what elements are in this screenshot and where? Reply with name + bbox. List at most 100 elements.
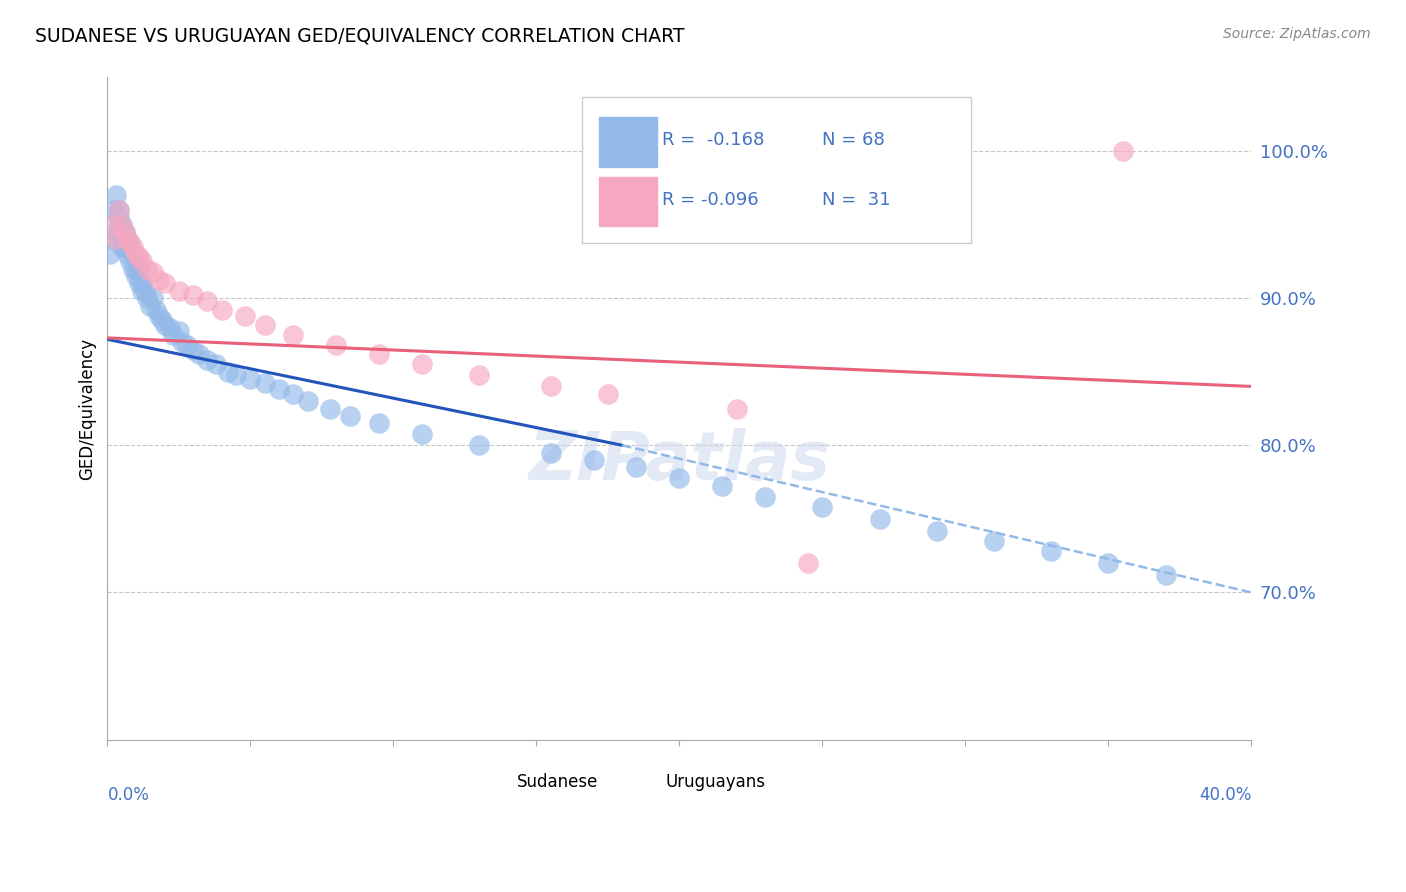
Point — [111, 218, 134, 232]
Y-axis label: GED/Equivalency: GED/Equivalency — [79, 337, 96, 480]
Point — [117, 232, 139, 246]
Point — [253, 376, 276, 391]
Point — [582, 453, 605, 467]
Point — [104, 232, 127, 246]
Point — [626, 460, 648, 475]
Point — [125, 261, 148, 276]
Point — [297, 394, 319, 409]
Point — [104, 188, 127, 202]
Point — [205, 357, 228, 371]
Point — [167, 324, 190, 338]
Point — [128, 250, 150, 264]
Point — [170, 335, 193, 350]
Point — [253, 318, 276, 332]
Point — [225, 368, 247, 382]
FancyBboxPatch shape — [482, 769, 512, 795]
Point — [131, 254, 153, 268]
Point — [108, 218, 131, 232]
Text: Source: ZipAtlas.com: Source: ZipAtlas.com — [1223, 27, 1371, 41]
FancyBboxPatch shape — [599, 117, 657, 167]
Point — [136, 261, 159, 276]
FancyBboxPatch shape — [582, 97, 972, 243]
Point — [983, 533, 1005, 548]
Point — [111, 232, 134, 246]
Point — [111, 225, 134, 239]
Point — [319, 401, 342, 416]
Point — [468, 368, 491, 382]
Point — [540, 445, 562, 459]
Text: N = 68: N = 68 — [823, 131, 886, 149]
Point — [145, 302, 167, 317]
Point — [411, 426, 433, 441]
Text: ZIPatlas: ZIPatlas — [529, 428, 831, 494]
Point — [108, 202, 131, 217]
Text: N =  31: N = 31 — [823, 191, 891, 209]
Point — [148, 309, 170, 323]
Point — [181, 288, 204, 302]
Point — [153, 318, 176, 332]
Point — [339, 409, 361, 423]
Point — [283, 386, 305, 401]
Point — [128, 277, 150, 291]
Point — [111, 218, 134, 232]
Point — [267, 383, 290, 397]
Point — [197, 294, 219, 309]
Text: Sudanese: Sudanese — [517, 773, 599, 791]
Point — [1040, 544, 1063, 558]
Point — [104, 225, 127, 239]
Point — [122, 261, 145, 276]
Point — [725, 401, 748, 416]
Point — [1097, 556, 1119, 570]
Point — [114, 225, 136, 239]
Point — [120, 254, 142, 268]
FancyBboxPatch shape — [599, 177, 657, 227]
Point — [162, 327, 184, 342]
Point — [98, 247, 121, 261]
Point — [668, 470, 690, 484]
Point — [797, 556, 820, 570]
Point — [211, 302, 233, 317]
FancyBboxPatch shape — [631, 769, 661, 795]
Point — [153, 277, 176, 291]
Point — [108, 211, 131, 225]
Point — [239, 372, 262, 386]
Point — [167, 284, 190, 298]
Point — [111, 240, 134, 254]
Text: R =  -0.168: R = -0.168 — [662, 131, 765, 149]
Point — [142, 265, 165, 279]
Point — [122, 240, 145, 254]
Point — [325, 338, 347, 352]
Point — [596, 386, 619, 401]
Point — [117, 232, 139, 246]
Point — [176, 338, 198, 352]
Point — [101, 232, 124, 246]
Point — [197, 353, 219, 368]
Point — [114, 225, 136, 239]
Point — [1154, 567, 1177, 582]
Point — [101, 202, 124, 217]
Text: 0.0%: 0.0% — [107, 786, 149, 804]
Text: R = -0.096: R = -0.096 — [662, 191, 759, 209]
Point — [711, 479, 734, 493]
Point — [233, 309, 256, 323]
Point — [131, 284, 153, 298]
Point — [159, 320, 181, 334]
Point — [120, 240, 142, 254]
Point — [122, 247, 145, 261]
Point — [128, 261, 150, 276]
Point — [368, 347, 391, 361]
Point — [120, 235, 142, 250]
Point — [114, 240, 136, 254]
Point — [131, 277, 153, 291]
Point — [468, 438, 491, 452]
Point — [217, 365, 239, 379]
Point — [1112, 144, 1135, 158]
Point — [869, 512, 891, 526]
Point — [108, 202, 131, 217]
Point — [150, 313, 173, 327]
Point — [117, 247, 139, 261]
Point — [134, 284, 156, 298]
Text: 40.0%: 40.0% — [1199, 786, 1251, 804]
Point — [181, 343, 204, 357]
Point — [283, 327, 305, 342]
